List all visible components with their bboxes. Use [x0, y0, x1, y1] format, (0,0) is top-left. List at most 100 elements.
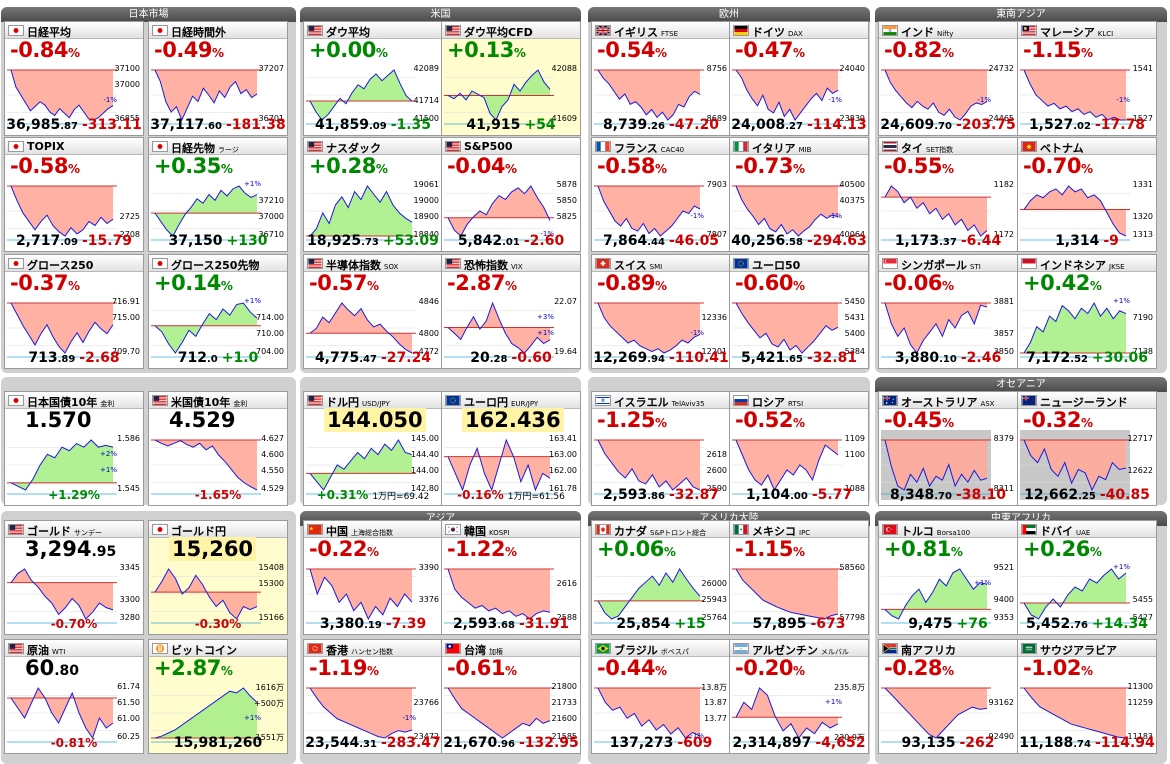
price-line — [447, 687, 551, 739]
price-main: 1,527 — [1028, 117, 1074, 133]
market-card[interactable]: イタリア MIB -0.73% 40500 40375 -1% 40064 40,256.58… — [729, 137, 869, 252]
card-header: ベトナム — [1018, 138, 1156, 155]
price-main: 18,925 — [307, 233, 362, 249]
price-change: -1.35 — [390, 117, 432, 133]
card-header: 中国 上海総合指数 — [304, 521, 442, 538]
axis-label: -1% — [540, 230, 554, 238]
us-flag-icon — [152, 395, 168, 406]
chart-area-wrapper — [7, 430, 117, 500]
price-row: 5,421.65 -32.81 — [730, 350, 868, 366]
card-title: 中国 上海総合指数 — [326, 523, 393, 539]
market-card[interactable]: ゴールド サンデー 3,294.95 3345 3300 3280 -0.70% — [4, 520, 144, 635]
market-card[interactable]: ユーロ50 -0.60% 5450 5431 5400 5384 5,421.65 -32.8… — [729, 254, 869, 369]
market-card[interactable]: ダウ平均 +0.00% 42089 41714 41500 41,859.09 -1.35 — [303, 21, 443, 136]
market-card[interactable]: メキシコ IPC -1.15% 58560 57798 57,895 -673 — [729, 520, 869, 635]
market-card[interactable]: アルゼンチン メルバル -0.20% 235.8万 +1% 230.9万 2,314,897… — [729, 639, 869, 754]
market-card[interactable]: ドイツ DAX -0.47% 24040 -1% 23839 24,008.27 -114.1… — [729, 21, 869, 136]
market-card[interactable]: ナスダック +0.28% 19061 19000 18900 18840 18,925.73… — [303, 137, 443, 252]
market-card[interactable]: 日経平均 -0.84% 37100 37000 -1% 36855 36,985.87 -31… — [4, 21, 144, 136]
market-card[interactable]: グロース250 -0.37% 716.91 715.00 709.70 713.89 -2.… — [4, 254, 144, 369]
market-card[interactable]: 日経先物 ラージ +0.35% +1% 37210 37000 36710 37,150 +13… — [148, 137, 288, 252]
axis-label: -1% — [828, 96, 842, 104]
market-card[interactable]: 米国債10年 金利 4.529 4.627 4.600 4.550 4.529 -1.65% — [148, 391, 288, 506]
market-card[interactable]: マレーシア KLCI -1.15% 1541 -1% 1527 1,527.02 -17.78 — [1017, 21, 1157, 136]
axis-label: 23839 — [839, 114, 865, 123]
market-card[interactable]: TOPIX -0.58% 2725 2708 2,717.09 -15.79 — [4, 137, 144, 252]
market-card[interactable]: 日本国債10年 金利 1.570 1.586 +2% +1% 1.545 +1.29% — [4, 391, 144, 506]
price-line — [154, 439, 258, 491]
market-card[interactable]: イスラエル TelAviv35 -1.25% 2618 2600 2590 2,593.86… — [591, 391, 731, 506]
bottom-change: +1.29% — [5, 488, 143, 502]
market-card[interactable]: 台湾 加権 -0.61% 21800 21733 21600 21585 21,670.96-… — [441, 639, 581, 754]
price-main: 23,544 — [305, 735, 360, 751]
price-change: -9 — [1103, 233, 1119, 249]
change-percent-value: -1.15 — [735, 537, 794, 561]
percent-unit: % — [950, 545, 963, 559]
axis-label: 4.627 — [261, 434, 284, 443]
card-name: 恐怖指数 — [464, 259, 508, 272]
price-line — [884, 69, 988, 121]
market-card[interactable]: ロシア RTSI -0.52% 1109 1100 1088 1,104.00 -5.77 — [729, 391, 869, 506]
market-card[interactable]: フランス CAC40 -0.58% 7903 -1% 7807 7,864.44 -46.05 — [591, 137, 731, 252]
market-card[interactable]: 恐怖指数 VIX -2.87% 22.07 +3% +1% 19.64 20.28 -0.60 — [441, 254, 581, 369]
card-title: オーストラリア ASX — [901, 394, 994, 410]
market-card[interactable]: 南アフリカ -0.28% 93162 92490 93,135 -262 — [878, 639, 1018, 754]
market-card[interactable]: ブラジル ボベスパ -0.44% 13.8万 13.87 13.77 -1% 137,273-… — [591, 639, 731, 754]
market-card[interactable]: 香港 ハンセン指数 -1.19% 23766 -1% 23472 23,544.31 -283… — [303, 639, 443, 754]
market-card[interactable]: ベトナム -0.70% 1331 1320 1313 1,314 -9 — [1017, 137, 1157, 252]
axis-label: 23766 — [413, 698, 439, 707]
index-chart — [881, 430, 991, 500]
cn-flag-icon — [307, 524, 323, 535]
axis-label: 37100 — [114, 64, 140, 73]
chart-area — [310, 303, 412, 353]
axis-label: 7903 — [706, 180, 727, 189]
index-chart — [151, 185, 261, 241]
price-change: -6.44 — [960, 233, 1002, 249]
market-card[interactable]: インドネシア JKSE +0.42% +1% 7190 7138 7,172.52 +30.0… — [1017, 254, 1157, 369]
market-card[interactable]: インド Nifty -0.82% 24732 -1% 24465 24,609.70 -203… — [878, 21, 1018, 136]
bottom-change: +0.31% 1万円=69.42 — [304, 488, 442, 502]
market-card[interactable]: ダウ平均CFD +0.13% 42088 41609 41,915 +54 — [441, 21, 581, 136]
market-card[interactable]: スイス SMI -0.89% 12336 -1% 12201 12,269.94 -110.4… — [591, 254, 731, 369]
axis-label: 4.600 — [261, 450, 284, 459]
market-card[interactable]: イギリス FTSE -0.54% 8756 8689 8,739.26 -47.20 — [591, 21, 731, 136]
price-decimal: .94 — [647, 354, 665, 365]
ar-flag-icon — [733, 643, 749, 654]
chart-area-wrapper — [7, 559, 117, 629]
market-card[interactable]: ドバイ UAE +0.26% +1% 5455 5427 5,452.76 +14.34 — [1017, 520, 1157, 635]
index-chart — [881, 687, 991, 743]
card-header: ドル円 USD/JPY — [304, 392, 442, 409]
market-card[interactable]: ゴールド円 15,260 15408 15300 15166 -0.30% — [148, 520, 288, 635]
market-card[interactable]: ドル円 USD/JPY 144.050 145.00 144.40 144.00 142.8… — [303, 391, 443, 506]
market-card[interactable]: ニュージーランド -0.32% 12717 12622 12,662.25 -40.85 — [1017, 391, 1157, 506]
market-card[interactable]: ユーロ円 EUR/JPY 162.436 163.41 163.00 162.00 161.… — [441, 391, 581, 506]
market-card[interactable]: グロース250先物 +0.14% +1% 714.00 710.00 704.00 712.… — [148, 254, 288, 369]
market-card[interactable]: 半導体指数 SOX -0.57% 4846 4800 4772 4,775.47 -27.24 — [303, 254, 443, 369]
market-card[interactable]: トルコ Borsa100 +0.81% 9521 +1% 9400 9353 9,475 +76 — [878, 520, 1018, 635]
market-card[interactable]: 韓国 KOSPI -1.22% 2616 2588 2,593.68 -31.91 — [441, 520, 581, 635]
market-card[interactable]: オーストラリア ASX -0.45% 8379 8311 8,348.70 -38.10 — [878, 391, 1018, 506]
axis-label: 15408 — [258, 563, 284, 572]
card-name: ダウ平均 — [326, 26, 370, 39]
market-card[interactable]: サウジアラビア -1.02% 11300 11259 11183 11,188.74 -11… — [1017, 639, 1157, 754]
price-line — [10, 686, 114, 740]
bottom-change-percent: -0.70% — [50, 617, 98, 631]
market-card[interactable]: S&P500 -0.04% 5878 5850 5825 -1% 5,842.01 -2.60 — [441, 137, 581, 252]
market-card[interactable]: 日経時間外 -0.49% 37207 36701 37,117.60 -181.38 — [148, 21, 288, 136]
card-name: マレーシア — [1040, 26, 1095, 39]
axis-label: 11183 — [1127, 732, 1153, 741]
index-chart — [444, 185, 554, 241]
change-percent-value: +0.14 — [154, 271, 221, 295]
price-row: 5,452.76 +14.34 — [1018, 616, 1156, 632]
market-card[interactable]: 原油 WTI 60.80 61.74 61.50 61.00 60.25 -0.81% — [4, 639, 144, 754]
market-card[interactable]: タイ SET指数 -0.55% 1182 1172 1,173.37 -6.44 — [878, 137, 1018, 252]
axis-label: 3300 — [119, 595, 140, 604]
price-main: 8,348 — [889, 487, 935, 503]
market-card[interactable]: ₿ ビットコイン +2.87% 1616万 +500万 +1% 1551万 15,981,26… — [148, 639, 288, 754]
chart-area-wrapper — [732, 678, 842, 748]
price-integer: 162.436 — [465, 408, 561, 432]
axis-label: 4846 — [418, 297, 439, 306]
market-card[interactable]: 中国 上海総合指数 -0.22% 3390 3376 3,380.19 -7.39 — [303, 520, 443, 635]
market-card[interactable]: シンガポール STI -0.06% 3881 3857 3850 3,880.10 -2.46 — [878, 254, 1018, 369]
market-card[interactable]: カナダ S&Pトロント総合 +0.06% 26000 25943 25764 25,854 +… — [591, 520, 731, 635]
